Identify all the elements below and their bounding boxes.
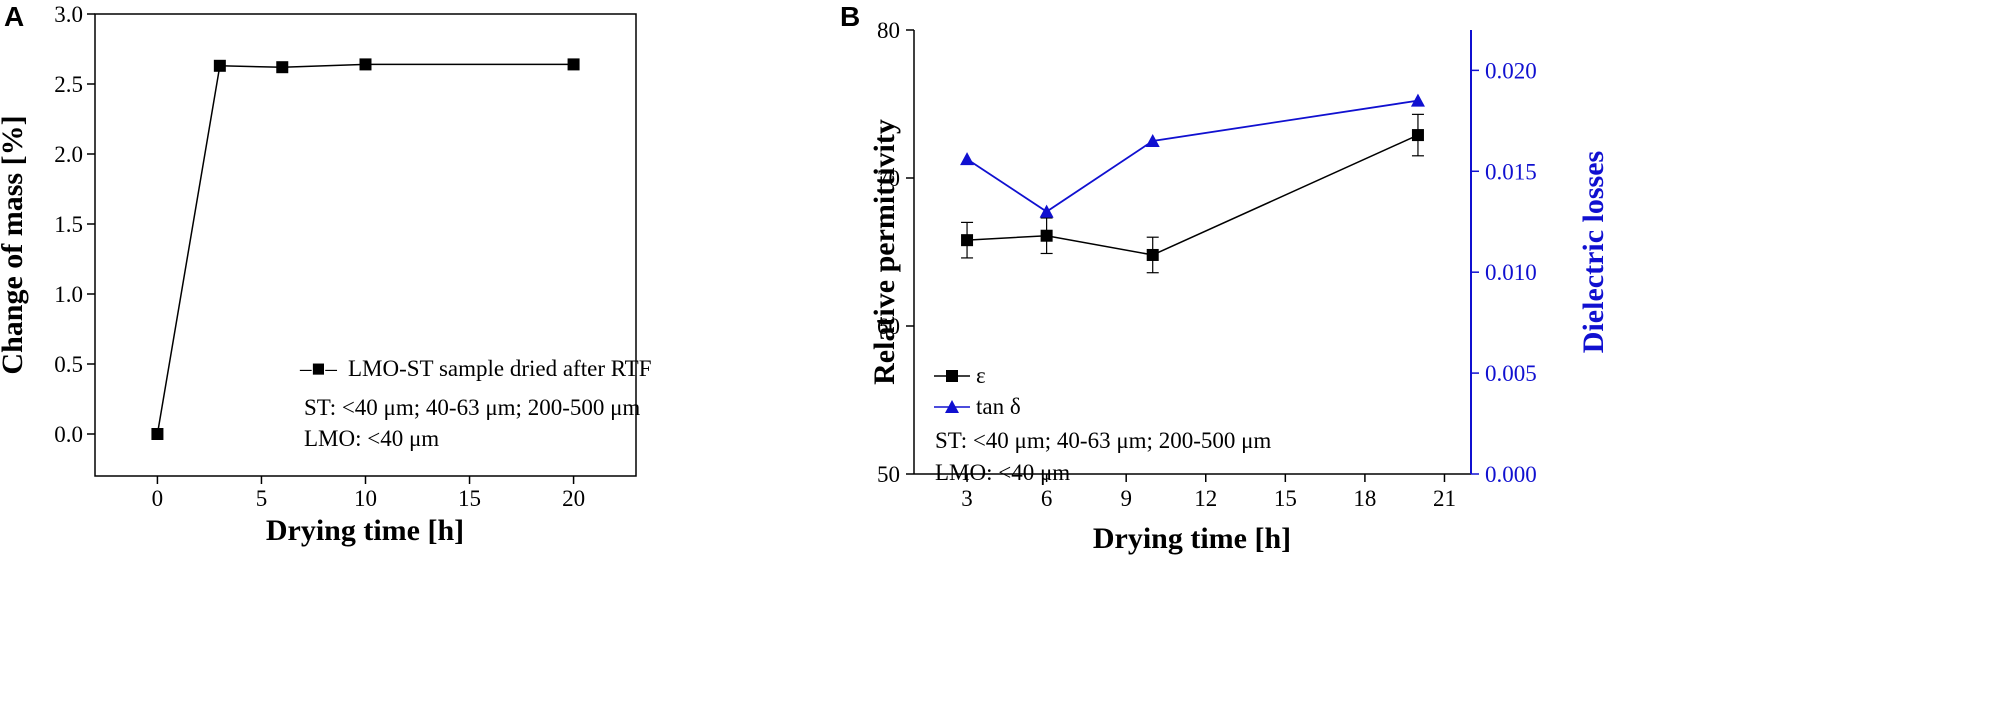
panel-a-legend-marker: –■– bbox=[299, 356, 337, 381]
panel-b-eps-point bbox=[1040, 229, 1053, 242]
panel-b-y2-tick-label: 0.015 bbox=[1485, 159, 1537, 184]
panel-b-eps-line bbox=[967, 134, 1419, 256]
panel-a-y-axis-title: Change of mass [%] bbox=[0, 115, 29, 374]
panel-a-y-tick-label: 3.0 bbox=[54, 2, 83, 27]
panel-b-y-tick-label: 60 bbox=[877, 314, 900, 339]
panel-a-series bbox=[151, 58, 580, 440]
panel-b-y2-tick-label: 0.005 bbox=[1485, 361, 1537, 386]
panel-a-x-tick-label: 20 bbox=[562, 486, 585, 511]
panel-a-x-axis-title: Drying time [h] bbox=[266, 514, 464, 547]
panel-a-data-point bbox=[276, 61, 289, 74]
panel-b-x-tick-label: 15 bbox=[1274, 486, 1297, 511]
panel-b-eps-point bbox=[1146, 248, 1159, 261]
panel-b-tan-point bbox=[960, 152, 975, 166]
panel-a-data-point bbox=[213, 59, 226, 72]
panel-b-x-axis-title: Drying time [h] bbox=[1093, 522, 1291, 555]
panel-b-tan-point bbox=[1039, 204, 1054, 218]
panel-a-data-point bbox=[567, 58, 580, 71]
panel-b-legend: ε tan δ bbox=[934, 363, 1021, 419]
panel-a-legend: –■– LMO-ST sample dried after RTF bbox=[299, 356, 652, 381]
panel-b-tan-line bbox=[966, 99, 1419, 213]
panel-a-y-tick-label: 2.0 bbox=[54, 142, 83, 167]
panel-a-axes: 0 5 10 15 20 0.0 0.5 1.0 1.5 2.0 2.5 3.0 bbox=[54, 2, 585, 511]
panel-b-y2-axis-title: Dielectric losses bbox=[1577, 151, 1610, 353]
panel-b-y-axis-title: Relative permittivity bbox=[868, 119, 901, 385]
panel-a-x-tick-label: 10 bbox=[354, 486, 377, 511]
panel-b-y-tick-label: 50 bbox=[877, 462, 900, 487]
panel-a-data-point bbox=[359, 58, 372, 71]
panel-b-x-tick-label: 6 bbox=[1041, 486, 1053, 511]
panel-b-legend-eps-label: ε bbox=[976, 363, 986, 388]
panel-a-annotation-lmo: LMO: <40 μm bbox=[304, 426, 439, 451]
panel-b-x-tick-label: 18 bbox=[1353, 486, 1376, 511]
panel-a-x-tick-label: 0 bbox=[152, 486, 164, 511]
panel-a-y-tick-label: 2.5 bbox=[54, 72, 83, 97]
panel-b-series bbox=[960, 93, 1425, 274]
panel-a-y-tick-label: 1.5 bbox=[54, 212, 83, 237]
panel-b-y-tick-label: 80 bbox=[877, 18, 900, 43]
panel-b-x-tick-label: 12 bbox=[1194, 486, 1217, 511]
panel-b-y2-tick-label: 0.000 bbox=[1485, 462, 1537, 487]
panel-b-y2-tick-label: 0.020 bbox=[1485, 58, 1537, 83]
panel-a-annotation-st: ST: <40 μm; 40-63 μm; 200-500 μm bbox=[304, 395, 640, 420]
panel-b-annotation-st: ST: <40 μm; 40-63 μm; 200-500 μm bbox=[935, 428, 1271, 453]
panel-a-legend-label: LMO-ST sample dried after RTF bbox=[348, 356, 652, 381]
panel-b-x-tick-label: 21 bbox=[1433, 486, 1456, 511]
panel-b-x-tick-label: 3 bbox=[961, 486, 973, 511]
panel-b-axes: 3 6 9 12 15 18 21 50 60 70 80 0.000 0.005 0.010 0.015 0… bbox=[877, 18, 1537, 511]
panel-b-tan-point bbox=[1145, 134, 1160, 147]
panel-b-legend-tan-label: tan δ bbox=[976, 394, 1021, 419]
panel-b-tan-point bbox=[1410, 93, 1425, 107]
panel-b-eps-point bbox=[1411, 129, 1424, 142]
panel-b-eps-point bbox=[961, 234, 974, 247]
panel-a-x-tick-label: 15 bbox=[458, 486, 481, 511]
panel-b-legend-tan-marker bbox=[945, 400, 959, 413]
panel-a-y-tick-label: 1.0 bbox=[54, 282, 83, 307]
panel-b-y2-tick-label: 0.010 bbox=[1485, 260, 1537, 285]
panel-b-y-tick-label: 70 bbox=[877, 166, 900, 191]
panel-b-legend-eps-marker bbox=[946, 370, 958, 382]
panel-a-x-tick-label: 5 bbox=[256, 486, 268, 511]
panel-a-data-point bbox=[151, 428, 164, 440]
panel-a-y-tick-label: 0.5 bbox=[54, 352, 83, 377]
panel-b-x-tick-label: 9 bbox=[1120, 486, 1132, 511]
panel-b-letter: B bbox=[840, 1, 860, 32]
panel-a-letter: A bbox=[4, 1, 24, 32]
panel-b-annotation-lmo: LMO: <40 μm bbox=[935, 460, 1070, 485]
panel-a-y-tick-label: 0.0 bbox=[54, 422, 83, 447]
